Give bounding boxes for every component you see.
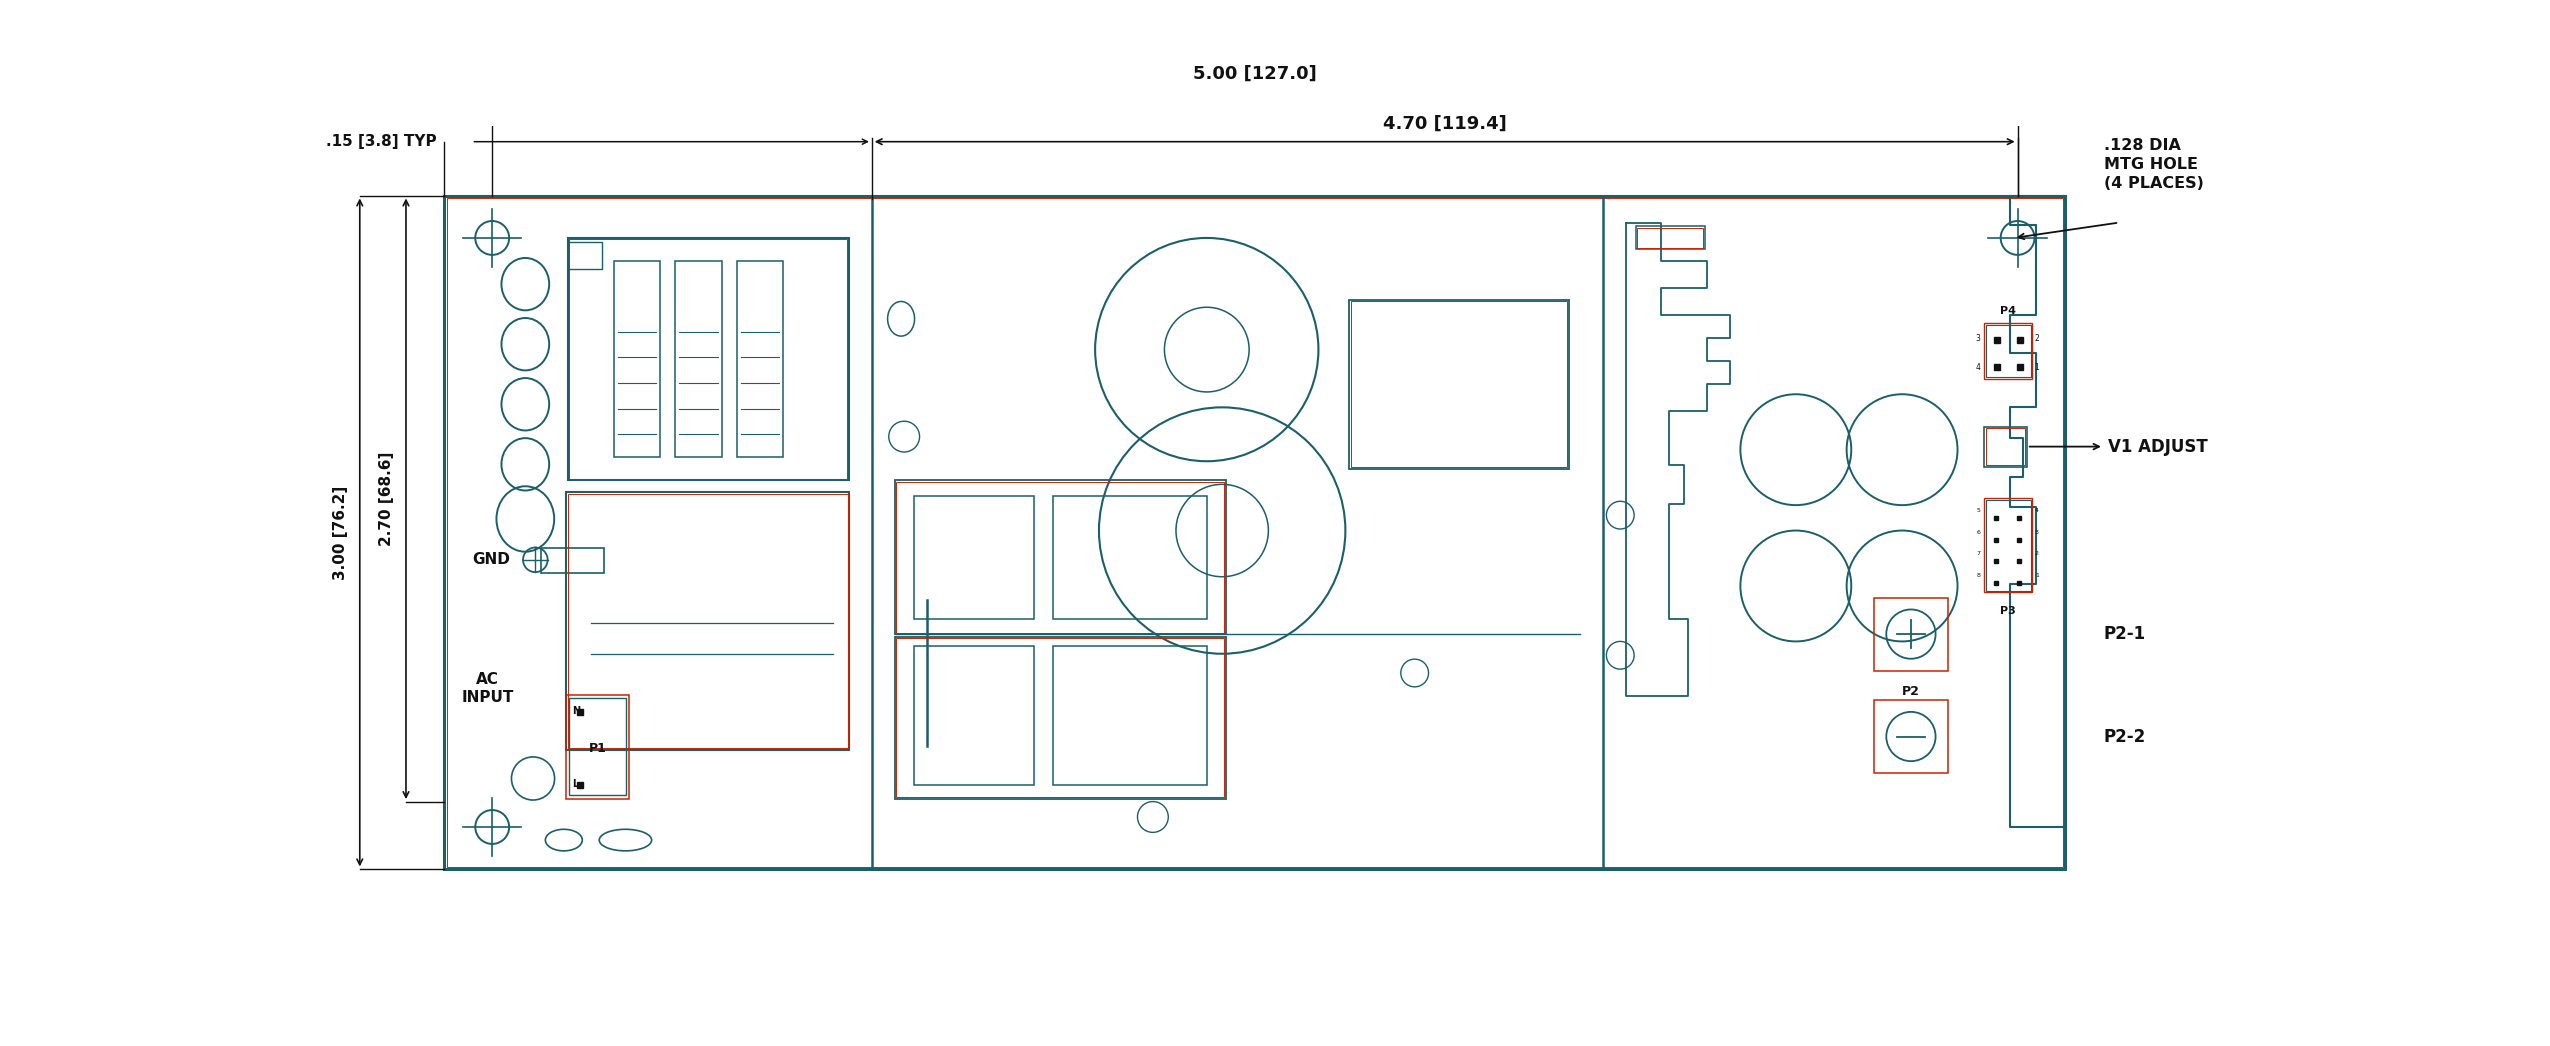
Bar [1984,498,2032,592]
Text: 1: 1 [2035,573,2040,577]
Bar [446,198,2063,867]
Text: 2: 2 [2035,551,2040,556]
Bar [913,646,1033,784]
Bar [1349,299,1568,469]
Text: 2: 2 [2035,334,2040,342]
Text: L: L [571,779,579,789]
Bar [1352,301,1568,468]
Text: .15 [3.8] TYP: .15 [3.8] TYP [326,134,436,150]
Text: P2: P2 [1902,684,1920,698]
Bar [569,242,602,269]
Bar [444,196,2066,869]
Bar [1635,226,1706,250]
Bar [1053,496,1206,619]
Text: 4: 4 [2035,508,2040,513]
Bar [569,237,849,480]
Bar [569,698,627,795]
Text: 2.70 [68.6]: 2.70 [68.6] [380,452,395,546]
Text: .128 DIA
MTG HOLE
(4 PLACES): .128 DIA MTG HOLE (4 PLACES) [2104,138,2203,191]
Text: 6: 6 [1976,529,1981,535]
Text: P3: P3 [1999,606,2017,616]
Text: AC
INPUT: AC INPUT [462,673,513,705]
Bar [913,496,1033,619]
Text: 3: 3 [2035,529,2040,535]
Text: 5: 5 [1976,508,1981,513]
Bar [569,240,847,479]
Text: P2-1: P2-1 [2104,626,2147,643]
Text: GND: GND [472,551,510,567]
Text: 3: 3 [1976,334,1981,342]
Bar [541,548,604,573]
Text: 3.00 [76.2]: 3.00 [76.2] [334,485,349,579]
Bar [1874,597,1948,670]
Bar [1053,646,1206,784]
Bar [569,494,849,749]
Bar [676,262,722,457]
Bar [895,637,1227,798]
Bar [1637,228,1703,248]
Bar [1984,427,2027,467]
Text: V1 ADJUST: V1 ADJUST [2109,437,2208,456]
Bar [1984,323,2032,379]
Bar [566,695,630,798]
Bar [898,638,1224,797]
Bar [737,262,783,457]
Bar [615,262,660,457]
Text: N: N [571,706,581,717]
Bar [898,482,1224,633]
Text: 7: 7 [1976,551,1981,556]
Text: P4: P4 [1999,305,2017,316]
Text: 4.70 [119.4]: 4.70 [119.4] [1382,114,1507,133]
Text: 5.00 [127.0]: 5.00 [127.0] [1193,65,1316,83]
Text: 8: 8 [1976,573,1981,577]
Text: 1: 1 [2035,363,2040,371]
Bar [1986,325,2030,378]
Bar [1986,500,2030,591]
Bar [1986,428,2025,465]
Text: 4: 4 [1976,363,1981,371]
Text: P1: P1 [589,742,607,755]
Text: P2-2: P2-2 [2104,728,2147,746]
Bar [1874,700,1948,773]
Bar [895,480,1227,635]
Bar [566,492,849,750]
